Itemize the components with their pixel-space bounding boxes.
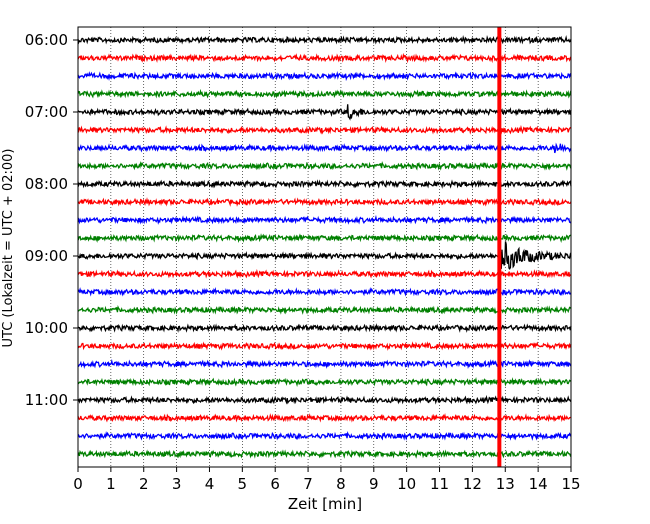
y-tick-label: 11:00 xyxy=(25,391,68,409)
trace-line xyxy=(77,124,572,135)
trace-line xyxy=(77,268,572,279)
x-tick-label: 7 xyxy=(303,475,313,493)
x-tick-label: 5 xyxy=(238,475,248,493)
trace-line xyxy=(77,341,572,351)
x-tick-label: 0 xyxy=(73,475,83,493)
x-tick-label: 8 xyxy=(336,475,346,493)
y-axis-ticks: 06:00 07:00 08:00 09:00 10:00 11:00 xyxy=(25,31,78,409)
x-tick-label: 9 xyxy=(369,475,379,493)
x-tick-label: 14 xyxy=(529,475,548,493)
trace-line xyxy=(77,286,572,297)
x-tick-label: 12 xyxy=(463,475,482,493)
x-axis-ticks: 0 1 2 3 4 5 6 7 8 9 10 11 12 13 14 15 xyxy=(73,467,581,493)
y-tick-label: 06:00 xyxy=(25,31,68,49)
trace-line xyxy=(77,430,572,441)
trace-line xyxy=(77,449,572,459)
trace-layer xyxy=(77,35,572,459)
x-tick-label: 1 xyxy=(106,475,116,493)
x-tick-label: 2 xyxy=(139,475,149,493)
x-tick-label: 11 xyxy=(430,475,449,493)
trace-line xyxy=(77,376,572,387)
trace-line xyxy=(77,233,572,243)
trace-line xyxy=(77,197,572,207)
x-axis-label: Zeit [min] xyxy=(288,495,362,513)
trace-line xyxy=(77,142,572,154)
trace-line xyxy=(77,304,572,315)
y-tick-label: 10:00 xyxy=(25,319,68,337)
trace-line xyxy=(77,323,572,333)
x-tick-label: 13 xyxy=(496,475,515,493)
x-tick-label: 4 xyxy=(205,475,215,493)
trace-line xyxy=(77,104,572,121)
trace-line xyxy=(77,52,572,64)
trace-line xyxy=(77,394,572,405)
trace-line xyxy=(77,358,572,369)
x-tick-label: 10 xyxy=(397,475,416,493)
trace-line xyxy=(77,71,572,82)
y-tick-label: 09:00 xyxy=(25,247,68,265)
y-axis-label: UTC (Lokalzeit = UTC + 02:00) xyxy=(1,149,16,348)
trace-line xyxy=(77,179,572,189)
trace-line xyxy=(77,88,572,99)
x-tick-label: 15 xyxy=(561,475,580,493)
x-tick-label: 6 xyxy=(270,475,280,493)
trace-line xyxy=(77,35,572,45)
trace-line xyxy=(77,413,572,423)
y-tick-label: 07:00 xyxy=(25,103,68,121)
plot-frame xyxy=(77,26,572,468)
grid-layer xyxy=(110,27,539,467)
x-tick-label: 3 xyxy=(172,475,182,493)
trace-line xyxy=(77,214,572,225)
y-tick-label: 08:00 xyxy=(25,175,68,193)
trace-line xyxy=(77,160,572,171)
trace-line xyxy=(77,241,572,270)
